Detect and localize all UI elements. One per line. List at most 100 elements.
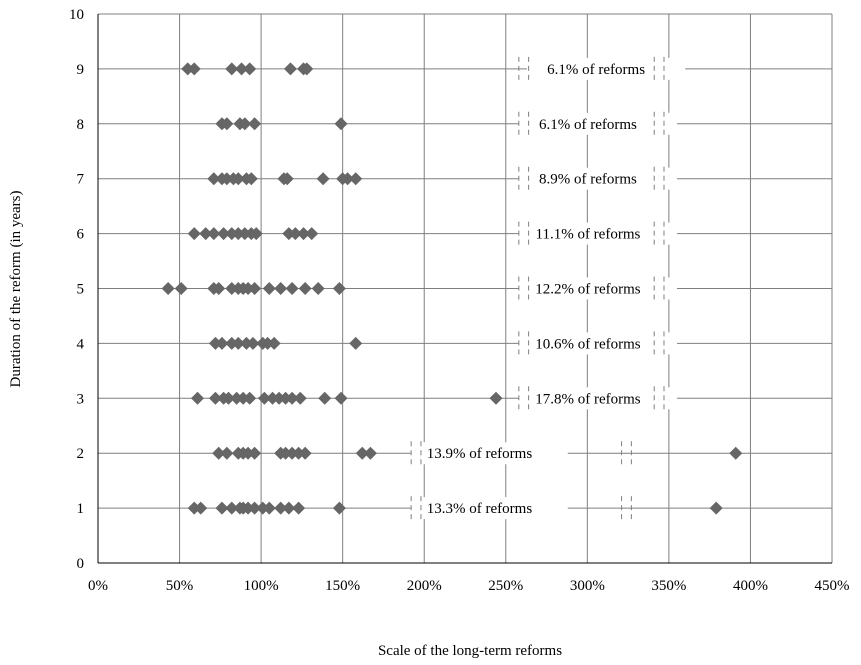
data-point [248,282,262,295]
data-point [236,391,250,405]
annotation-box [411,442,568,465]
data-point [220,117,234,131]
data-point [292,501,306,515]
data-point [298,282,312,295]
data-point [241,282,255,295]
data-point [225,501,239,515]
y-tick-label: 3 [77,391,85,407]
data-point [231,336,245,350]
data-point [199,227,213,241]
y-tick-label: 7 [77,172,85,188]
data-point [363,446,377,460]
x-tick-label: 400% [733,578,768,594]
annotation-label: 12.2% of reforms [535,282,641,298]
x-tick-label: 100% [244,578,279,594]
annotation-label: 17.8% of reforms [535,391,641,407]
data-point [282,501,296,515]
data-point [190,391,204,405]
data-point [305,227,319,241]
data-point [318,391,332,405]
data-point [332,282,346,295]
annotation-label: 8.9% of reforms [539,172,637,188]
data-point [349,172,363,186]
data-point [282,227,296,241]
y-tick-label: 9 [77,62,85,78]
data-point [248,117,262,131]
data-point [239,336,253,350]
data-point [194,501,208,515]
annotation-box [518,112,678,135]
data-point [181,62,195,76]
data-point [161,282,175,295]
data-point [311,282,325,295]
y-tick-label: 0 [77,556,85,572]
data-point [187,227,201,241]
x-tick-label: 450% [815,578,850,594]
data-point [261,336,275,350]
data-point [355,446,369,460]
data-point [231,227,245,241]
data-point [207,227,221,241]
y-tick-label: 2 [77,446,85,462]
data-point [729,446,743,460]
data-point [288,227,302,241]
data-point [238,117,252,131]
data-point [709,501,723,515]
data-point [225,227,239,241]
data-point [215,336,229,350]
data-point [238,227,252,241]
y-tick-label: 8 [77,117,85,133]
annotation-label: 11.1% of reforms [536,227,641,243]
data-point [243,62,257,76]
data-point [174,282,188,295]
annotation-label: 6.1% of reforms [539,117,637,133]
y-tick-label: 10 [69,7,84,23]
y-tick-label: 1 [77,501,85,517]
data-point [207,172,221,186]
data-point [316,172,330,186]
data-point [334,117,348,131]
annotation-label: 13.3% of reforms [427,501,533,517]
annotation-box [518,222,678,245]
data-point [283,62,297,76]
data-point [279,446,293,460]
data-point [249,227,263,241]
data-point [241,446,255,460]
data-point [246,336,260,350]
data-point [248,501,262,515]
data-point [266,391,280,405]
x-tick-label: 50% [166,578,194,594]
data-point [212,282,226,295]
data-point [274,501,288,515]
x-tick-label: 0% [88,578,108,594]
data-point [220,172,234,186]
y-tick-label: 4 [77,336,85,352]
data-point [332,501,346,515]
data-point [208,391,222,405]
data-point [187,62,201,76]
y-tick-label: 5 [77,282,85,298]
data-point [220,446,234,460]
y-tick-label: 6 [77,227,85,243]
data-point [285,391,299,405]
annotation-box [518,387,678,410]
data-point [298,446,312,460]
x-tick-label: 350% [651,578,686,594]
data-point [217,227,231,241]
annotation-box [518,277,678,300]
data-point [285,282,299,295]
data-point [262,501,276,515]
data-point [221,391,235,405]
data-point [489,391,503,405]
data-point [244,172,258,186]
annotation-label: 6.1% of reforms [547,62,645,78]
data-point [300,62,314,76]
data-point [274,282,288,295]
data-point [349,336,363,350]
data-point [235,62,249,76]
annotation-box [518,167,678,190]
data-point [334,391,348,405]
data-point [212,446,226,460]
data-point [243,391,257,405]
